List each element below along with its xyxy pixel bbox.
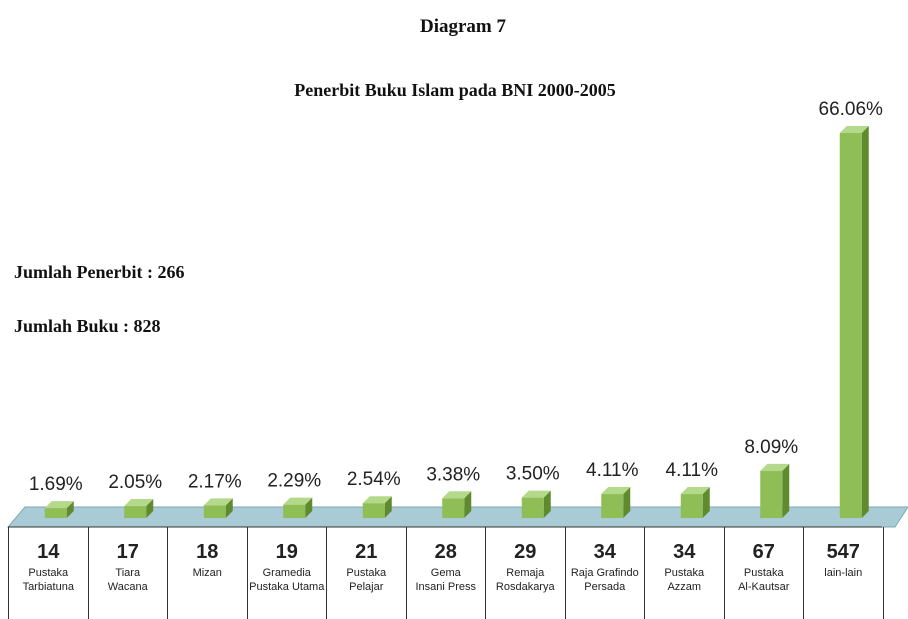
data-label: 2.17% [188,471,242,492]
data-label: 2.05% [108,472,162,493]
category-label: Pustaka Al-Kautsar [725,566,804,594]
chart-title: Diagram 7 [420,16,507,37]
data-label: 1.69% [29,474,83,495]
table-cell: 18 Mizan [167,527,247,619]
count: 34 [645,541,724,564]
table-cell [883,527,884,619]
bar [601,494,623,518]
bar-side [782,464,789,518]
category-label: Tiara Wacana [89,566,168,594]
data-label: 3.38% [426,464,480,485]
data-label: 4.11% [586,460,639,481]
count: 14 [9,541,88,564]
page: Diagram 7 Penerbit Buku Islam pada BNI 2… [0,0,908,619]
data-label: 66.06% [819,99,884,120]
category-label: Gema Insani Press [407,566,486,594]
data-label: 8.09% [744,437,798,458]
category-label: lain-lain [804,566,883,580]
bar [124,506,146,518]
chart-subtitle: Penerbit Buku Islam pada BNI 2000-2005 [294,80,616,100]
category-label: Remaja Rosdakarya [486,566,565,594]
category-label: Gramedia Pustaka Utama [248,566,327,594]
category-label: Pustaka Azzam [645,566,724,594]
bar [760,471,782,518]
bar [363,503,385,518]
category-label: Pustaka Tarbiatuna [9,566,88,594]
count: 19 [248,541,327,564]
category-label: Pustaka Pelajar [327,566,406,594]
bar [45,508,67,518]
category-label: Raja Grafindo Persada [566,566,645,594]
count: 21 [327,541,406,564]
data-label: 4.11% [666,460,719,481]
count: 17 [89,541,168,564]
bar-side [862,126,869,518]
category-label: Mizan [168,566,247,580]
bar [681,494,703,518]
count: 34 [566,541,645,564]
count: 67 [725,541,804,564]
count: 18 [168,541,247,564]
bar [840,133,862,518]
data-label: 2.54% [347,469,401,490]
table-cell: 547 lain-lain [803,527,883,619]
bar [522,498,544,518]
annotation: Jumlah Penerbit : 266 [14,262,185,282]
count: 29 [486,541,565,564]
data-label: 3.50% [506,464,560,485]
annotation: Jumlah Buku : 828 [14,316,161,336]
bar [283,505,305,518]
count: 547 [804,541,883,564]
data-label: 2.29% [267,471,321,492]
count: 28 [407,541,486,564]
bar [204,505,226,518]
bar [442,498,464,518]
